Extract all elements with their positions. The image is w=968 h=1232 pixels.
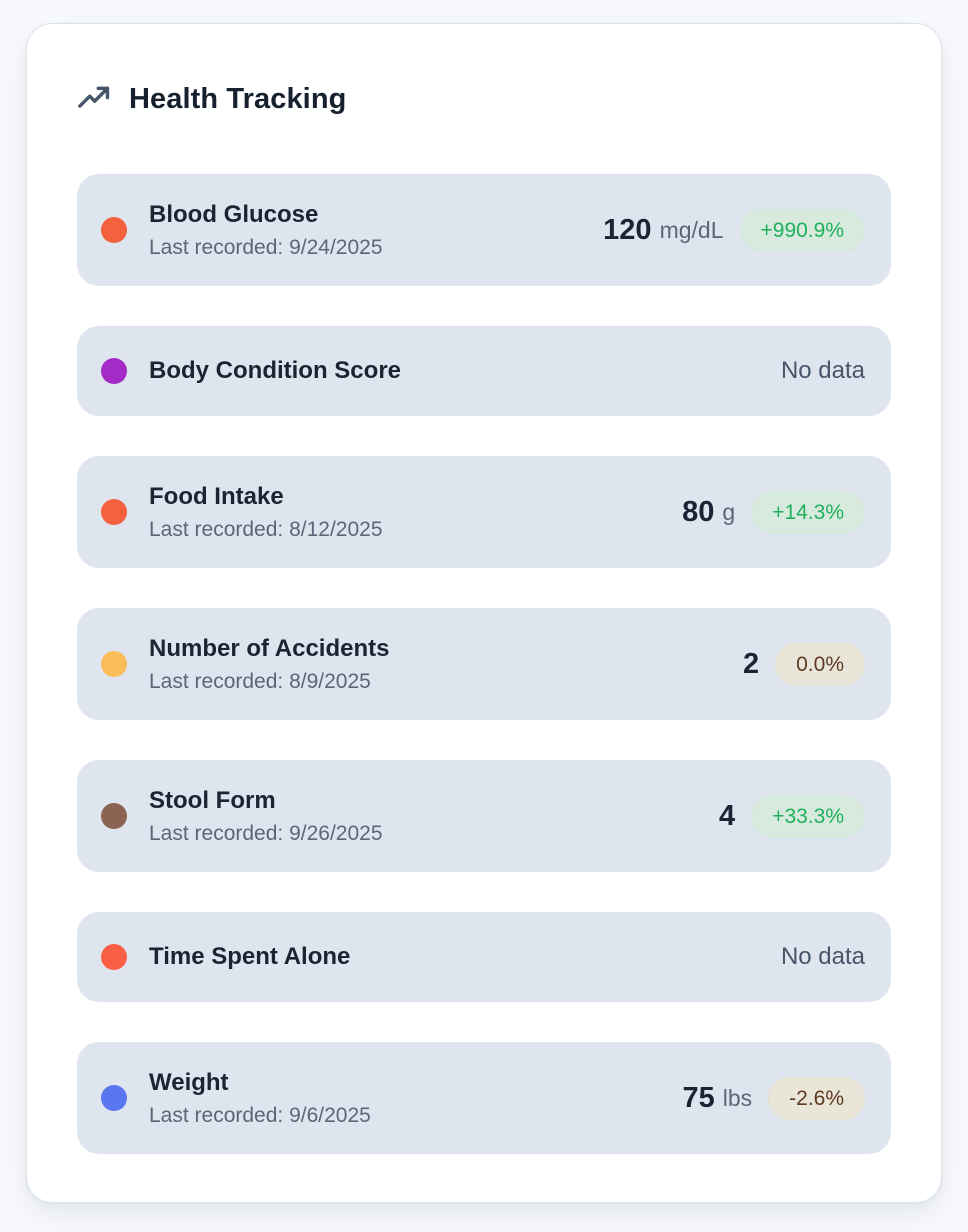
metric-unit: mg/dL (659, 216, 724, 243)
page-title: Health Tracking (129, 82, 347, 115)
metric-color-dot-icon (101, 499, 127, 525)
metric-change-badge: 0.0% (775, 642, 865, 686)
metric-row[interactable]: Number of Accidents Last recorded: 8/9/2… (77, 608, 891, 720)
metric-row[interactable]: Stool Form Last recorded: 9/26/2025 4 +3… (77, 760, 891, 872)
metric-name: Body Condition Score (149, 357, 401, 384)
metric-list: Blood Glucose Last recorded: 9/24/2025 1… (77, 174, 891, 1154)
metric-change-badge: -2.6% (768, 1076, 865, 1120)
metric-row[interactable]: Body Condition Score No data (77, 326, 891, 416)
metric-value: 80 (682, 495, 715, 528)
metric-row[interactable]: Food Intake Last recorded: 8/12/2025 80 … (77, 456, 891, 568)
metric-change-badge: +990.9% (739, 208, 865, 252)
metric-change-badge: +33.3% (751, 794, 865, 838)
metric-unit: lbs (722, 1084, 753, 1111)
metric-row[interactable]: Time Spent Alone No data (77, 912, 891, 1002)
metric-color-dot-icon (101, 1085, 127, 1111)
metric-last-recorded: Last recorded: 8/12/2025 (149, 517, 383, 541)
metric-last-recorded: Last recorded: 9/24/2025 (149, 235, 383, 259)
metric-name: Blood Glucose (149, 200, 319, 228)
metric-row[interactable]: Blood Glucose Last recorded: 9/24/2025 1… (77, 174, 891, 286)
metric-color-dot-icon (101, 217, 127, 243)
metric-name: Stool Form (149, 786, 276, 814)
metric-color-dot-icon (101, 803, 127, 829)
metric-color-dot-icon (101, 358, 127, 384)
metric-value: 4 (719, 799, 736, 832)
metric-unit: g (722, 498, 736, 525)
metric-name: Time Spent Alone (149, 943, 351, 970)
no-data-label: No data (780, 357, 865, 384)
metric-last-recorded: Last recorded: 8/9/2025 (149, 669, 371, 693)
metric-row[interactable]: Weight Last recorded: 9/6/2025 75 lbs -2… (77, 1042, 891, 1154)
no-data-label: No data (780, 943, 865, 970)
metric-last-recorded: Last recorded: 9/26/2025 (149, 821, 383, 845)
metric-color-dot-icon (101, 651, 127, 677)
metric-color-dot-icon (101, 944, 127, 970)
metric-name: Number of Accidents (149, 634, 390, 662)
metric-value: 2 (742, 647, 760, 680)
metric-change-badge: +14.3% (751, 490, 865, 534)
card-header: Health Tracking (77, 82, 891, 116)
metric-value: 120 (603, 213, 652, 246)
metric-name: Weight (149, 1068, 229, 1096)
metric-name: Food Intake (149, 482, 284, 510)
trending-up-icon (77, 82, 111, 116)
metric-last-recorded: Last recorded: 9/6/2025 (149, 1103, 371, 1127)
health-tracking-card: Health Tracking Blood Glucose Last recor… (26, 23, 942, 1203)
metric-value: 75 (682, 1081, 715, 1114)
